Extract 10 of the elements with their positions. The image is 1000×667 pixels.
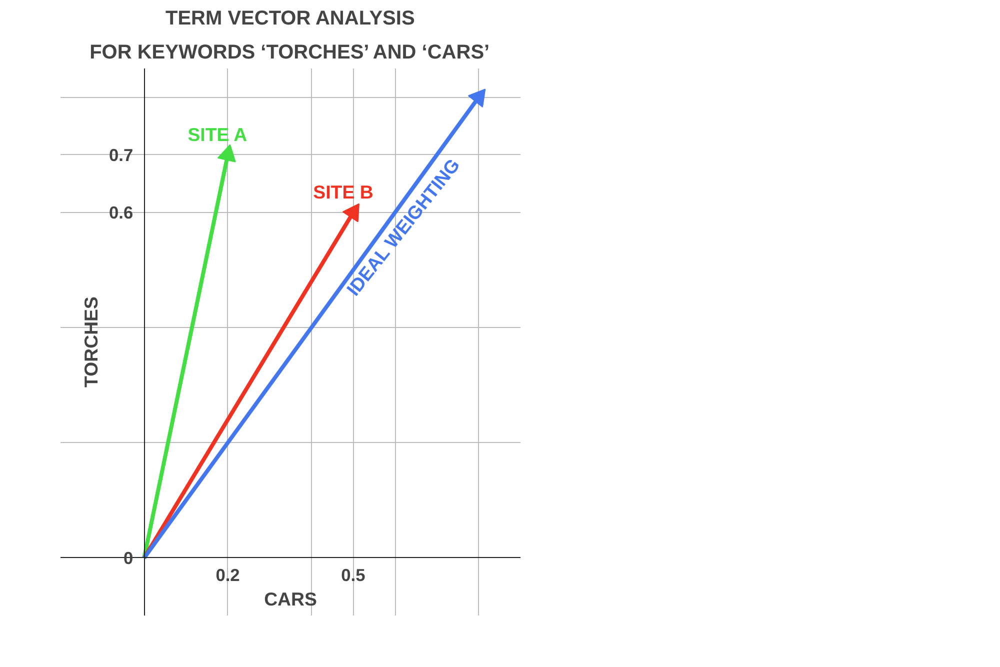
y-tick-label: 0.7 bbox=[109, 144, 134, 165]
chart-subtitle: FOR KEYWORDS ‘TORCHES’ AND ‘CARS’ bbox=[90, 42, 490, 64]
x-tick-label: 0.2 bbox=[216, 564, 240, 585]
chart-title: TERM VECTOR ANALYSIS bbox=[165, 8, 415, 30]
x-tick-label: 0.5 bbox=[341, 564, 366, 585]
series-label: SITE B bbox=[313, 181, 374, 202]
x-axis-title: CARS bbox=[264, 588, 317, 610]
series-label: SITE A bbox=[188, 124, 248, 145]
y-tick-label: 0.6 bbox=[109, 202, 134, 222]
y-axis-title: TORCHES bbox=[80, 296, 102, 388]
